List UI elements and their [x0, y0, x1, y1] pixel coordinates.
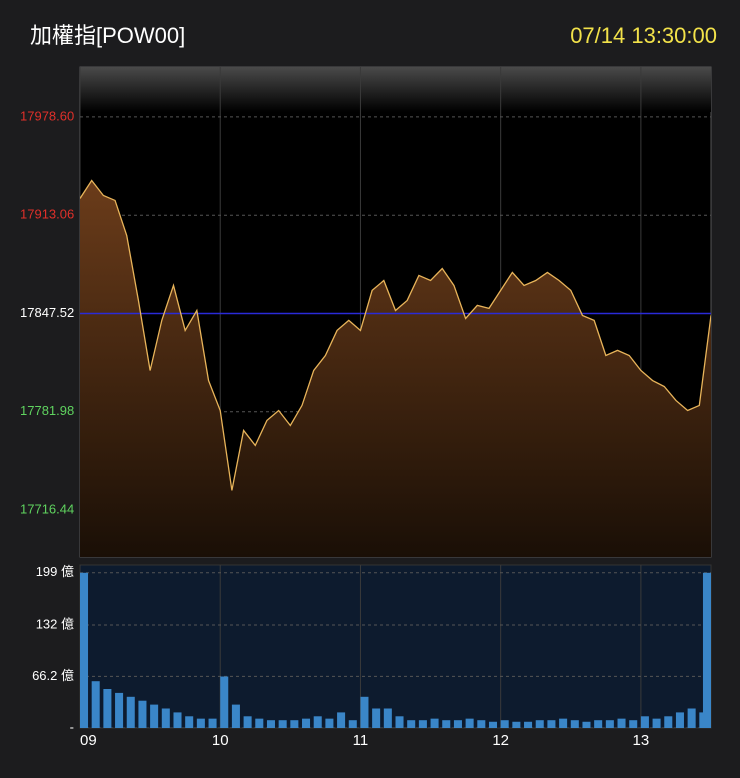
price-line — [80, 179, 711, 491]
x-tick-label: 12 — [492, 732, 509, 749]
x-tick-label: 11 — [353, 732, 369, 749]
volume-bar — [664, 716, 673, 728]
volume-bar — [453, 720, 462, 728]
volume-bar — [290, 720, 299, 728]
volume-bar — [313, 716, 322, 728]
volume-bar — [80, 572, 89, 728]
x-tick-label: 13 — [633, 732, 650, 749]
volume-bar — [337, 712, 346, 728]
volume-bar — [325, 718, 334, 728]
volume-bar — [126, 696, 135, 728]
volume-bar — [91, 681, 100, 728]
volume-bar — [103, 689, 112, 728]
volume-bar — [418, 720, 427, 728]
volume-bar — [196, 718, 205, 728]
volume-bar — [605, 720, 614, 728]
volume-bar — [360, 696, 369, 728]
volume-bar — [243, 716, 252, 728]
volume-bar — [465, 718, 474, 728]
y-tick-label: 17978.60 — [20, 108, 74, 123]
volume-bar — [231, 704, 240, 728]
volume-bar — [559, 718, 568, 728]
volume-bar — [383, 708, 392, 728]
volume-bar — [687, 708, 696, 728]
volume-bar — [477, 720, 486, 728]
y-tick-label: 17913.06 — [20, 207, 74, 222]
volume-bar — [278, 720, 287, 728]
volume-bar — [652, 718, 661, 728]
volume-bar — [185, 716, 194, 728]
volume-bar — [348, 720, 357, 728]
y-tick-label: - — [70, 719, 74, 734]
volume-bar — [500, 720, 509, 728]
volume-bar — [640, 716, 649, 728]
title: 加權指[POW00] — [30, 23, 185, 48]
y-tick-label: 132 億 — [36, 616, 74, 631]
y-tick-label: 17716.44 — [20, 501, 74, 516]
volume-bar — [266, 720, 275, 728]
volume-bar — [582, 721, 591, 728]
volume-bar — [488, 721, 498, 728]
volume-bar — [150, 704, 159, 728]
volume-bar — [220, 676, 229, 728]
volume-bar — [512, 721, 521, 728]
volume-bar — [208, 718, 217, 728]
volume-bar — [372, 708, 381, 728]
volume-panel — [79, 564, 712, 729]
y-tick-label: 199 億 — [36, 564, 74, 579]
volume-bar — [570, 720, 579, 728]
volume-bar — [161, 708, 170, 728]
panel-header — [80, 67, 711, 112]
volume-bar — [395, 716, 404, 728]
datetime: 07/14 13:30:00 — [570, 23, 717, 48]
y-tick-label: 17847.52 — [20, 305, 74, 320]
volume-bar — [629, 720, 638, 728]
x-tick-label: 10 — [212, 732, 229, 749]
volume-bar — [302, 718, 311, 728]
y-tick-label: 66.2 億 — [32, 668, 74, 683]
volume-bar — [115, 692, 124, 728]
volume-bar — [702, 572, 711, 728]
volume-bar — [547, 720, 556, 728]
volume-bar — [594, 720, 603, 728]
volume-bar — [617, 718, 626, 728]
y-tick-label: 17781.98 — [20, 403, 74, 418]
volume-bar — [138, 700, 147, 728]
volume-bar — [255, 718, 264, 728]
volume-bar — [524, 721, 533, 728]
volume-bar — [675, 712, 684, 728]
volume-bar — [407, 720, 416, 728]
x-tick-label: 09 — [80, 732, 97, 749]
volume-bar — [535, 720, 544, 728]
volume-bar — [430, 718, 439, 728]
volume-bar — [173, 712, 182, 728]
volume-bar — [442, 720, 451, 728]
